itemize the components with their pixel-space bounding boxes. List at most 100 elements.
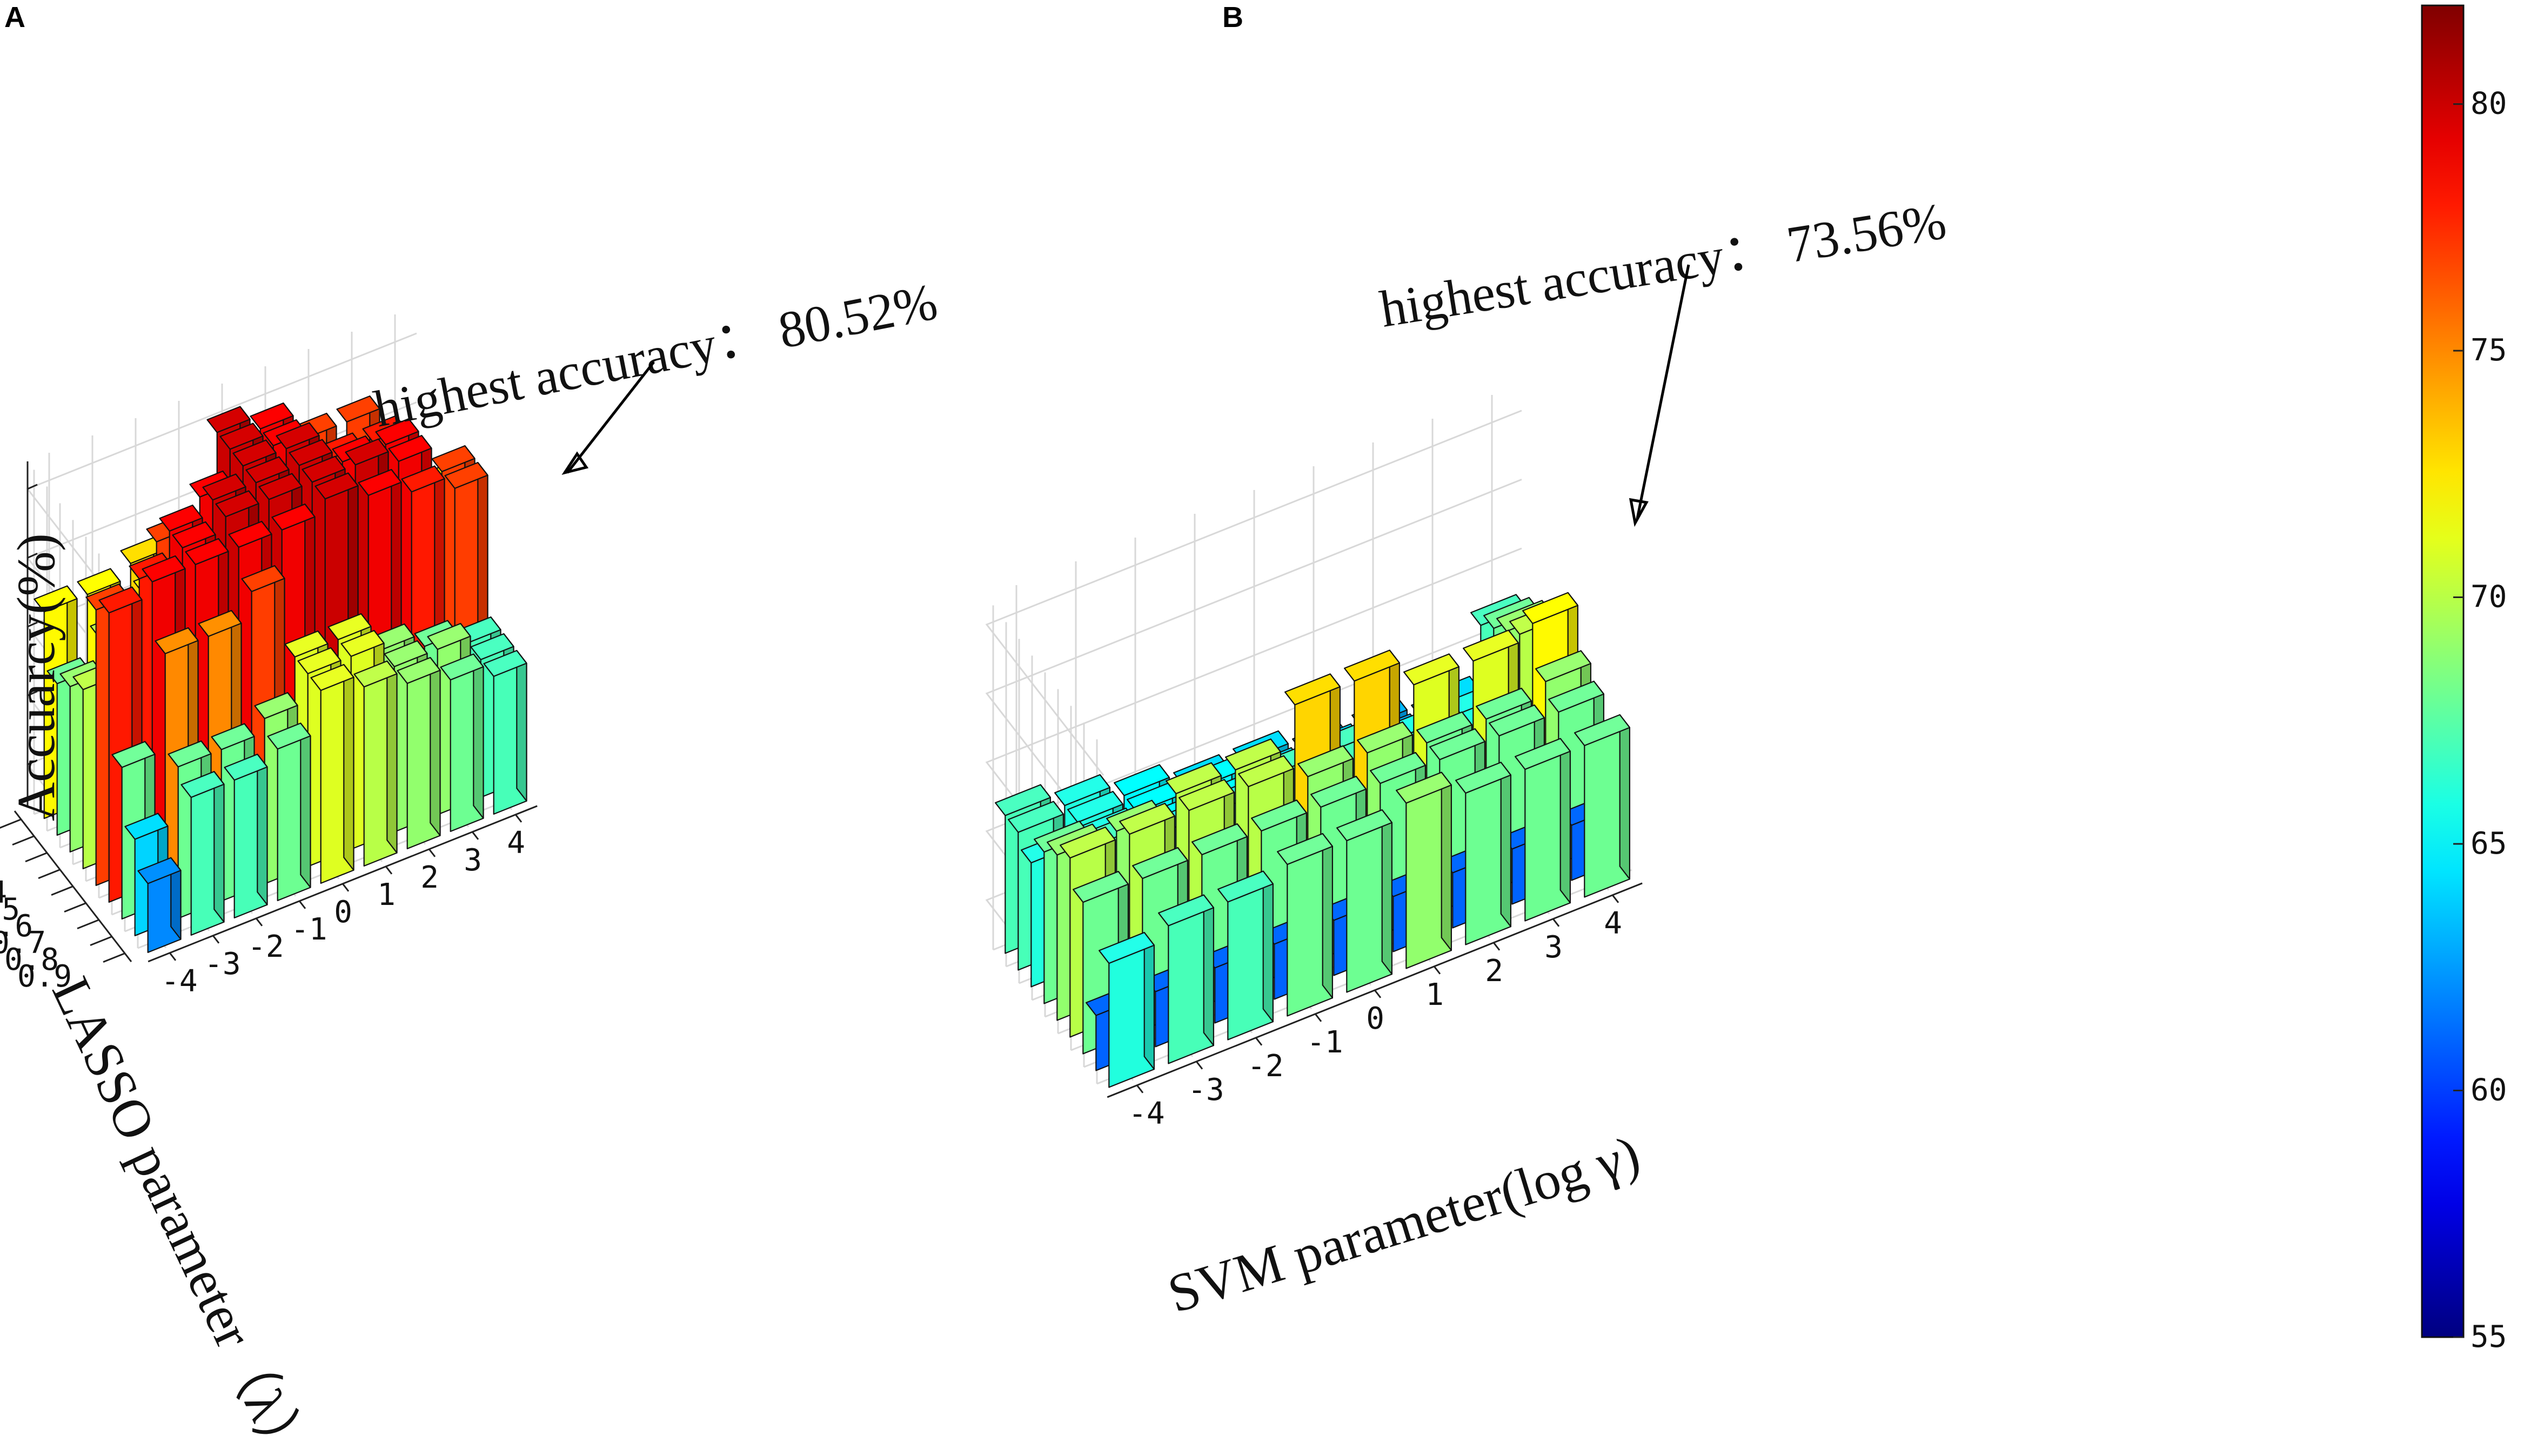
- x-tick-mark: [342, 883, 350, 892]
- y-tick-label: 0.5: [0, 892, 20, 927]
- bar-top-face: [1396, 771, 1452, 804]
- bar-top-face: [1463, 629, 1519, 662]
- colorbar-tick-label: 80: [2471, 86, 2507, 122]
- bar-top-face: [159, 504, 203, 532]
- bar-top-face: [1344, 649, 1400, 682]
- bar-top-face: [1158, 894, 1214, 927]
- x-tick-mark: [212, 935, 220, 944]
- x-tick-mark: [299, 900, 306, 909]
- bar-top-face: [142, 555, 186, 583]
- bar-top-face: [483, 649, 527, 677]
- panel-a-bars: [34, 395, 527, 954]
- bar-top-face: [1119, 802, 1175, 835]
- bar-3d: [180, 770, 225, 936]
- bar-top-face: [98, 586, 143, 614]
- bar-3d: [224, 753, 268, 919]
- z-tick-mark: [27, 484, 38, 490]
- bar-top-face: [1476, 687, 1532, 720]
- x-tick-mark: [1612, 894, 1619, 903]
- bar-top-face: [401, 465, 445, 493]
- bar-top-face: [431, 445, 476, 473]
- panel-b-letter: B: [1222, 1, 1243, 33]
- bar-top-face: [310, 663, 354, 692]
- y-tick-label: 0.6: [0, 909, 33, 944]
- bar-3d: [310, 663, 354, 884]
- x-tick-mark: [169, 952, 177, 961]
- y-tick-mark: [51, 885, 73, 896]
- x-tick-mark: [515, 814, 523, 823]
- bar-top-face: [271, 503, 316, 531]
- x-tick-mark: [1255, 1037, 1263, 1046]
- x-tick-label: 0: [334, 895, 352, 930]
- bar-top-face: [302, 455, 346, 483]
- bar-top-face: [228, 520, 272, 548]
- bar-side-face: [213, 770, 225, 923]
- bar-3d: [1277, 833, 1333, 1017]
- bar-top-face: [1574, 714, 1630, 747]
- y-tick-mark: [25, 852, 48, 862]
- y-tick-label: 0.9: [17, 959, 72, 994]
- bar-side-face: [1381, 809, 1392, 975]
- bar-top-face: [1238, 755, 1294, 788]
- bar-top-face: [172, 521, 216, 549]
- bar-3d: [1098, 931, 1155, 1088]
- bar-top-face: [353, 660, 398, 688]
- x-tick-mark: [1315, 1013, 1322, 1022]
- annotation-b-arrow: [1636, 264, 1690, 519]
- bar-top-face: [1217, 870, 1274, 903]
- bar-top-face: [470, 633, 514, 661]
- y-tick-label: 0.4: [0, 875, 7, 910]
- y-tick-mark: [38, 869, 61, 879]
- x-tick-mark: [385, 865, 393, 875]
- bar-top-face: [111, 741, 156, 768]
- bar-top-face: [232, 439, 277, 467]
- bar-top-face: [1522, 592, 1578, 625]
- bar-side-face: [430, 656, 441, 836]
- bar-3d: [353, 660, 398, 867]
- bar-top-face: [345, 438, 389, 466]
- colorbar: [2421, 4, 2465, 1338]
- bar-side-face: [1203, 894, 1214, 1046]
- bar-top-face: [180, 770, 225, 799]
- bar-3d: [397, 656, 441, 850]
- bar-top-face: [1515, 737, 1571, 770]
- y-tick-mark: [77, 919, 99, 929]
- x-tick-label: -2: [247, 929, 284, 964]
- bar-top-face: [202, 473, 246, 501]
- z-axis-title: Accuarcy(%): [6, 533, 66, 821]
- bar-top-face: [254, 692, 298, 720]
- bar-top-face: [1416, 711, 1472, 744]
- bar-top-face: [1098, 931, 1155, 964]
- bar-top-face: [1054, 774, 1110, 807]
- bar-top-face: [1336, 809, 1392, 842]
- bar-top-face: [1370, 752, 1426, 784]
- x-tick-label: 3: [1544, 930, 1563, 965]
- x-tick-label: 2: [1485, 954, 1503, 989]
- x-tick-mark: [256, 917, 263, 927]
- bar-top-face: [358, 468, 402, 496]
- x-tick-mark: [472, 831, 479, 840]
- bar-side-face: [386, 660, 398, 854]
- annotation-a-arrow: [566, 361, 655, 474]
- bar-top-face: [241, 565, 285, 593]
- bar-side-face: [1559, 737, 1571, 904]
- bar-side-face: [300, 722, 311, 888]
- bar-top-face: [384, 640, 428, 668]
- bar-top-face: [211, 723, 255, 750]
- x-tick-label: -3: [204, 947, 240, 982]
- colorbar-tick-label: 65: [2471, 826, 2507, 861]
- x-tick-label: -4: [161, 964, 197, 999]
- bar-3d: [440, 653, 484, 833]
- z-tick-mark: [27, 621, 38, 628]
- z-tick-mark: [27, 553, 38, 559]
- bar-top-face: [1535, 650, 1591, 682]
- bar-top-face: [1225, 738, 1281, 771]
- x-tick-mark: [1552, 918, 1560, 927]
- bar-side-face: [473, 653, 484, 819]
- colorbar-tick-label: 70: [2471, 580, 2507, 615]
- bar-top-face: [77, 568, 121, 595]
- bar-top-face: [994, 784, 1052, 816]
- x-tick-label: 4: [1604, 906, 1622, 941]
- annotation-a-arrowhead: [561, 451, 589, 475]
